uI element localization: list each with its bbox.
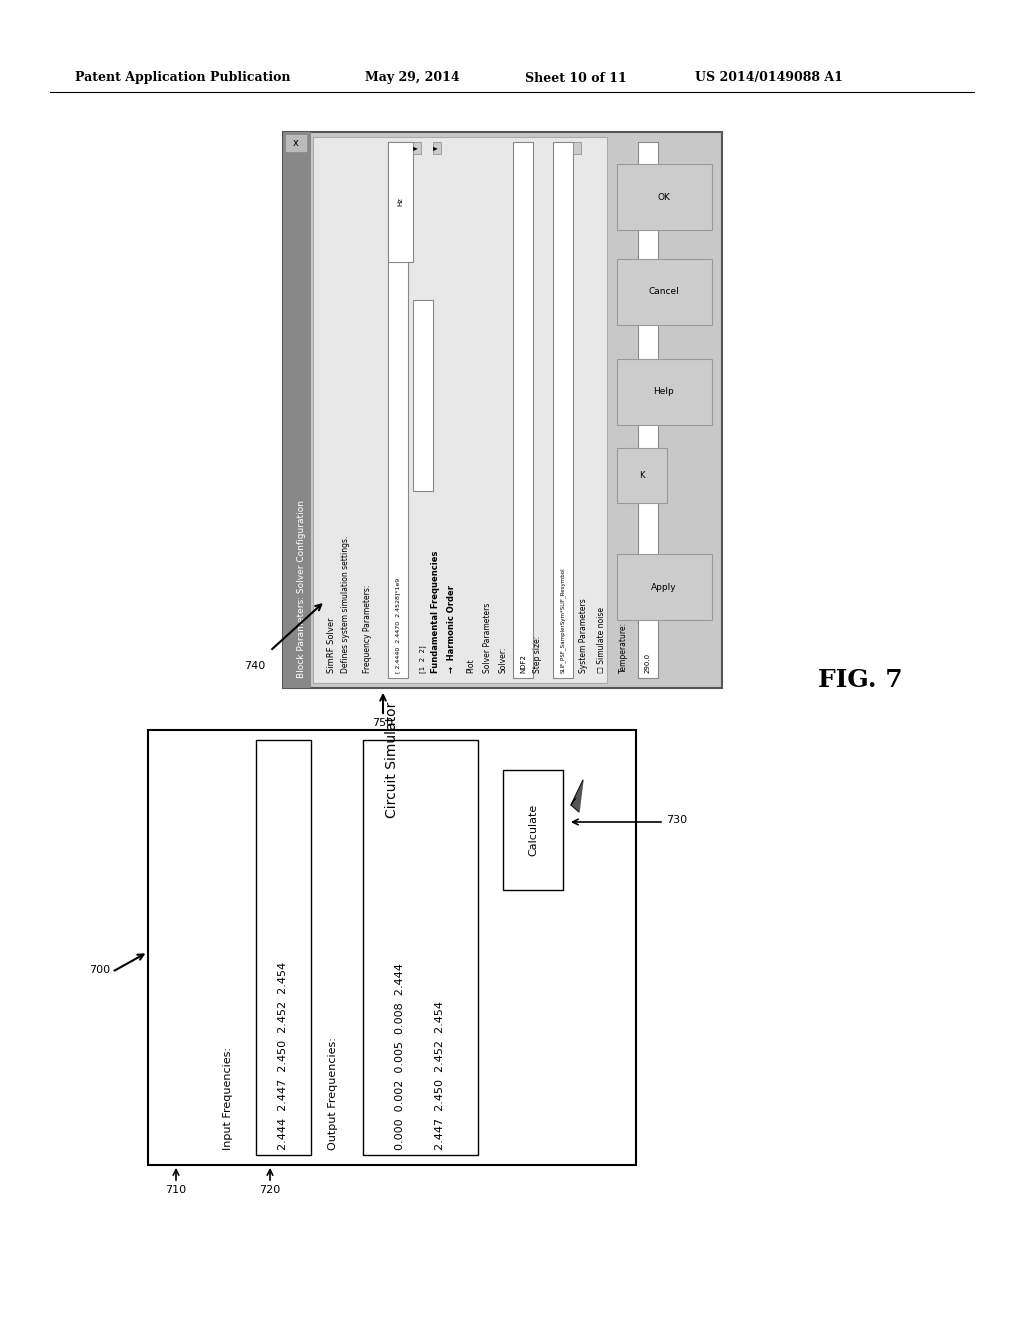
- Text: →  Harmonic Order: → Harmonic Order: [446, 585, 456, 673]
- Bar: [433, 143, 441, 154]
- Text: SimRF Solver: SimRF Solver: [327, 618, 336, 673]
- Bar: [283, 132, 311, 688]
- Text: 750: 750: [373, 718, 393, 729]
- Bar: [388, 143, 413, 261]
- Text: ▼: ▼: [434, 147, 439, 150]
- Text: OK: OK: [657, 193, 671, 202]
- Bar: [256, 741, 311, 1155]
- Bar: [638, 143, 658, 678]
- Bar: [617, 359, 712, 425]
- Text: 720: 720: [259, 1185, 281, 1195]
- Text: Solver:: Solver:: [499, 647, 508, 673]
- Text: NDF2: NDF2: [520, 655, 526, 673]
- Bar: [413, 143, 421, 154]
- Text: 700: 700: [89, 965, 110, 975]
- Text: 740: 740: [244, 661, 265, 671]
- Text: 730: 730: [666, 814, 687, 825]
- Bar: [513, 143, 534, 678]
- Bar: [617, 164, 712, 230]
- Text: Fundamental Frequencies: Fundamental Frequencies: [430, 550, 439, 673]
- Text: 710: 710: [166, 1185, 186, 1195]
- Bar: [148, 730, 636, 1166]
- Text: 2.447  2.450  2.452  2.454: 2.447 2.450 2.452 2.454: [435, 1001, 445, 1150]
- Text: [ 2.4440  2.4470  2.4528]*1e9: [ 2.4440 2.4470 2.4528]*1e9: [395, 578, 400, 673]
- Bar: [362, 741, 478, 1155]
- Text: K: K: [639, 471, 645, 480]
- Text: Plot: Plot: [467, 659, 475, 673]
- Bar: [285, 135, 307, 152]
- Text: Block Parameters: Solver Configuration: Block Parameters: Solver Configuration: [297, 500, 305, 678]
- Text: Cancel: Cancel: [648, 288, 679, 297]
- Text: ☐ Simulate noise: ☐ Simulate noise: [597, 607, 605, 673]
- Bar: [617, 259, 712, 325]
- Bar: [283, 132, 722, 688]
- Text: Input Frequencies:: Input Frequencies:: [223, 1047, 233, 1150]
- Bar: [553, 143, 573, 678]
- Bar: [617, 554, 712, 620]
- Text: Calculate: Calculate: [528, 804, 538, 857]
- Text: Patent Application Publication: Patent Application Publication: [75, 71, 291, 84]
- Text: US 2014/0149088 A1: US 2014/0149088 A1: [695, 71, 843, 84]
- Text: Step size:: Step size:: [534, 636, 543, 673]
- Text: Help: Help: [653, 388, 675, 396]
- Text: 290.0: 290.0: [645, 653, 651, 673]
- Text: Apply: Apply: [651, 582, 677, 591]
- Polygon shape: [571, 780, 583, 812]
- Text: Temperature:: Temperature:: [618, 622, 628, 673]
- Bar: [313, 137, 607, 682]
- Text: Defines system simulation settings.: Defines system simulation settings.: [341, 536, 349, 673]
- Text: Frequency Parameters:: Frequency Parameters:: [364, 585, 373, 673]
- Bar: [413, 300, 433, 491]
- Text: Sheet 10 of 11: Sheet 10 of 11: [525, 71, 627, 84]
- Text: Solver Parameters: Solver Parameters: [483, 603, 493, 673]
- Text: SLIF_PSF_SamplerSym*SLIF_Resymbol: SLIF_PSF_SamplerSym*SLIF_Resymbol: [560, 568, 566, 673]
- Bar: [503, 770, 563, 890]
- Text: x: x: [293, 139, 299, 148]
- Text: System Parameters: System Parameters: [579, 598, 588, 673]
- Text: FIG. 7: FIG. 7: [818, 668, 902, 692]
- Text: Circuit Simulator: Circuit Simulator: [385, 702, 399, 818]
- Text: May 29, 2014: May 29, 2014: [365, 71, 460, 84]
- Text: Hz: Hz: [397, 198, 403, 206]
- Text: 0.000  0.002  0.005  0.008  2.444: 0.000 0.002 0.005 0.008 2.444: [395, 964, 406, 1150]
- Text: Output Frequencies:: Output Frequencies:: [328, 1038, 338, 1150]
- Bar: [388, 143, 408, 678]
- Text: ▼: ▼: [415, 147, 420, 150]
- Text: [1  2  2]: [1 2 2]: [420, 645, 426, 673]
- Text: 2.444  2.447  2.450  2.452  2.454: 2.444 2.447 2.450 2.452 2.454: [278, 962, 288, 1150]
- Bar: [617, 447, 667, 503]
- Bar: [573, 143, 581, 154]
